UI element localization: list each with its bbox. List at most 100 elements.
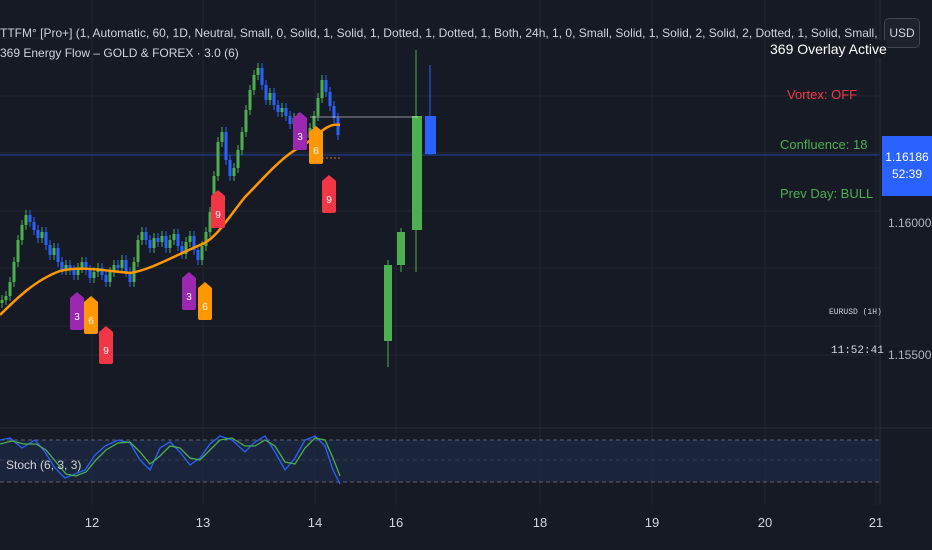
marker-nine — [322, 175, 336, 213]
marker-three-label: 3 — [186, 292, 192, 303]
candle — [216, 142, 220, 176]
candle — [16, 240, 20, 262]
candle — [336, 118, 340, 135]
x-axis-label: 18 — [532, 515, 548, 530]
candle — [200, 246, 204, 260]
candle — [208, 212, 212, 232]
candle — [124, 260, 128, 272]
candle — [68, 265, 72, 270]
candle — [64, 265, 68, 270]
candle — [84, 262, 88, 270]
candle — [288, 116, 292, 124]
marker-nine — [211, 190, 225, 228]
candle — [108, 272, 112, 282]
marker-six-label: 6 — [202, 302, 208, 313]
x-axis-label: 14 — [307, 515, 323, 530]
clock: 11:52:41 — [831, 345, 884, 357]
candle — [228, 160, 232, 176]
candle — [284, 108, 288, 116]
stoch-d — [0, 437, 341, 477]
candle — [24, 215, 28, 225]
candle — [72, 270, 76, 275]
candle — [180, 246, 184, 254]
marker-six-label: 6 — [88, 316, 94, 327]
candle — [120, 260, 124, 268]
candle — [148, 240, 152, 248]
candle — [48, 245, 52, 255]
x-axis-label: 16 — [388, 515, 404, 530]
symbol-info: EURUSD (1H) — [829, 308, 882, 317]
candle — [152, 238, 156, 248]
currency-button[interactable]: USD — [884, 18, 920, 48]
candle — [8, 282, 12, 296]
candle — [112, 265, 116, 272]
recent-candles — [310, 50, 436, 367]
candle — [324, 80, 328, 92]
candle — [272, 93, 276, 105]
indicator-369-label[interactable]: 369 Energy Flow – GOLD & FOREX · 3.0 (6) — [0, 46, 239, 60]
marker-three — [293, 112, 307, 150]
marker-six — [198, 282, 212, 320]
vortex-status: Vortex: OFF — [787, 87, 858, 102]
marker-six — [309, 126, 323, 164]
marker-nine-label: 9 — [103, 346, 109, 357]
marker-three-label: 3 — [74, 312, 80, 323]
candle — [88, 270, 92, 278]
y-axis-label: 1.15500 — [888, 348, 932, 362]
candle — [20, 225, 24, 240]
candle — [188, 236, 192, 242]
marker-six — [84, 296, 98, 334]
candle — [252, 75, 256, 90]
candle — [36, 230, 40, 238]
candles — [0, 63, 340, 308]
candle — [264, 85, 268, 100]
candle — [204, 232, 208, 246]
x-axis-label: 20 — [757, 515, 773, 530]
candle — [196, 250, 200, 260]
candle — [332, 106, 336, 118]
candle — [320, 80, 324, 98]
candle — [328, 92, 332, 106]
candle — [244, 110, 248, 132]
candle — [232, 168, 236, 176]
candle — [176, 234, 180, 246]
candle — [144, 232, 148, 240]
candle — [52, 248, 56, 255]
candle — [172, 234, 176, 240]
stoch-label[interactable]: Stoch (6, 3, 3) — [6, 458, 82, 472]
marker-three-label: 3 — [297, 132, 303, 143]
marker-three — [70, 292, 84, 330]
candle — [260, 68, 264, 85]
candle — [240, 132, 244, 150]
x-axis-label: 13 — [195, 515, 211, 530]
candle — [40, 232, 44, 238]
candle — [12, 262, 16, 282]
candle — [116, 265, 120, 268]
marker-nine-label: 9 — [326, 195, 332, 206]
bar-countdown: 52:39 — [891, 167, 923, 181]
y-axis-label: 1.16000 — [888, 216, 932, 230]
candle — [156, 238, 160, 242]
candle — [80, 262, 84, 268]
candle — [32, 222, 36, 230]
candle — [136, 240, 140, 262]
current-price-tag: 1.16186 52:39 — [882, 136, 932, 196]
candle — [4, 296, 8, 300]
candle — [28, 215, 32, 222]
x-axis-label: 12 — [84, 515, 100, 530]
candle — [220, 132, 224, 142]
candle — [425, 116, 436, 154]
candle — [248, 90, 252, 110]
candle — [224, 132, 228, 160]
candle — [280, 108, 284, 112]
grid — [0, 0, 880, 505]
candle — [384, 265, 392, 341]
candle — [192, 236, 196, 250]
indicator-ttfm-label[interactable]: TTFM° [Pro+] (1, Automatic, 60, 1D, Neut… — [0, 26, 880, 40]
candle — [56, 248, 60, 262]
candle — [164, 236, 168, 248]
x-axis-label: 21 — [868, 515, 884, 530]
candle — [140, 232, 144, 240]
